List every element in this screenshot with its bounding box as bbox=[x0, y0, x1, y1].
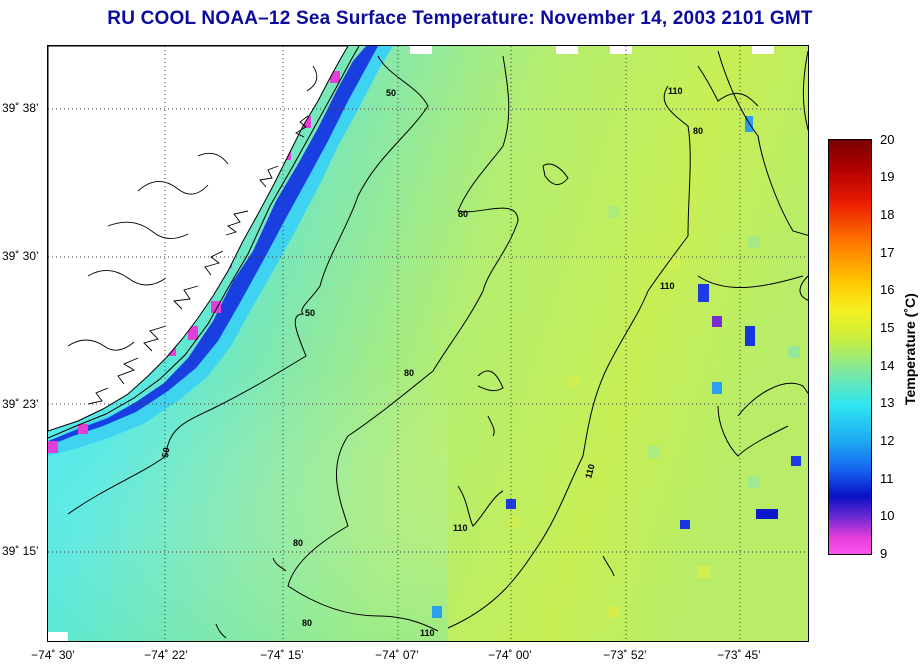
colorbar-tick: 13 bbox=[880, 395, 895, 410]
lat-label: 39˚ 15’ bbox=[2, 544, 39, 558]
lon-label: −74˚ 07’ bbox=[375, 648, 419, 662]
colorbar-tick: 9 bbox=[880, 546, 888, 561]
colorbar-tick: 10 bbox=[880, 508, 895, 523]
contour-label: 110 bbox=[660, 281, 675, 291]
temperature-colorbar bbox=[828, 139, 872, 555]
contour-label: 80 bbox=[693, 126, 703, 136]
contour-label: 80 bbox=[458, 209, 468, 219]
lon-label: −74˚ 00’ bbox=[488, 648, 532, 662]
colorbar-tick: 17 bbox=[880, 245, 895, 260]
colorbar-tick: 11 bbox=[880, 471, 894, 486]
land-mass bbox=[48, 46, 349, 432]
lon-label: −74˚ 30’ bbox=[31, 648, 75, 662]
colorbar-tick: 15 bbox=[880, 320, 895, 335]
contour-label: 50 bbox=[160, 447, 172, 459]
colorbar-tick: 19 bbox=[880, 169, 895, 184]
colorbar-tick: 20 bbox=[880, 132, 895, 147]
lon-label: −73˚ 52’ bbox=[603, 648, 647, 662]
colorbar-tick: 12 bbox=[880, 433, 895, 448]
lon-label: −74˚ 22’ bbox=[144, 648, 188, 662]
cold-anomaly-cells bbox=[432, 116, 801, 618]
sst-map: 50 50 50 80 80 80 80 110 110 110 110 110… bbox=[47, 45, 809, 642]
colorbar-title: Temperature (˚C) bbox=[902, 293, 918, 405]
contour-label: 50 bbox=[386, 88, 396, 98]
lon-label: −73˚ 45’ bbox=[717, 648, 761, 662]
bathymetry-contours bbox=[67, 50, 808, 639]
contour-label: 80 bbox=[404, 368, 414, 378]
colorbar-tick: 18 bbox=[880, 207, 895, 222]
contour-label: 80 bbox=[293, 538, 303, 548]
colorbar-tick: 14 bbox=[880, 358, 895, 373]
graticule bbox=[48, 46, 808, 641]
coastline-detail bbox=[67, 65, 318, 405]
lat-label: 39˚ 38’ bbox=[2, 101, 39, 115]
contour-label: 110 bbox=[420, 628, 435, 638]
contour-label: 80 bbox=[302, 618, 312, 628]
colorbar-tick: 16 bbox=[880, 282, 895, 297]
lat-label: 39˚ 23’ bbox=[2, 397, 39, 411]
lat-label: 39˚ 30’ bbox=[2, 249, 39, 263]
contour-labels: 50 50 50 80 80 80 80 110 110 110 110 110… bbox=[160, 86, 703, 638]
barrier-island bbox=[48, 46, 360, 439]
contour-label: 50 bbox=[305, 308, 315, 318]
lon-label: −74˚ 15’ bbox=[260, 648, 304, 662]
contour-label: 110 bbox=[453, 523, 468, 533]
contour-label: 110 bbox=[583, 463, 596, 480]
contour-label: 110 bbox=[668, 86, 683, 96]
missing-data-cells bbox=[48, 46, 774, 641]
map-title: RU COOL NOAA–12 Sea Surface Temperature:… bbox=[107, 8, 813, 29]
